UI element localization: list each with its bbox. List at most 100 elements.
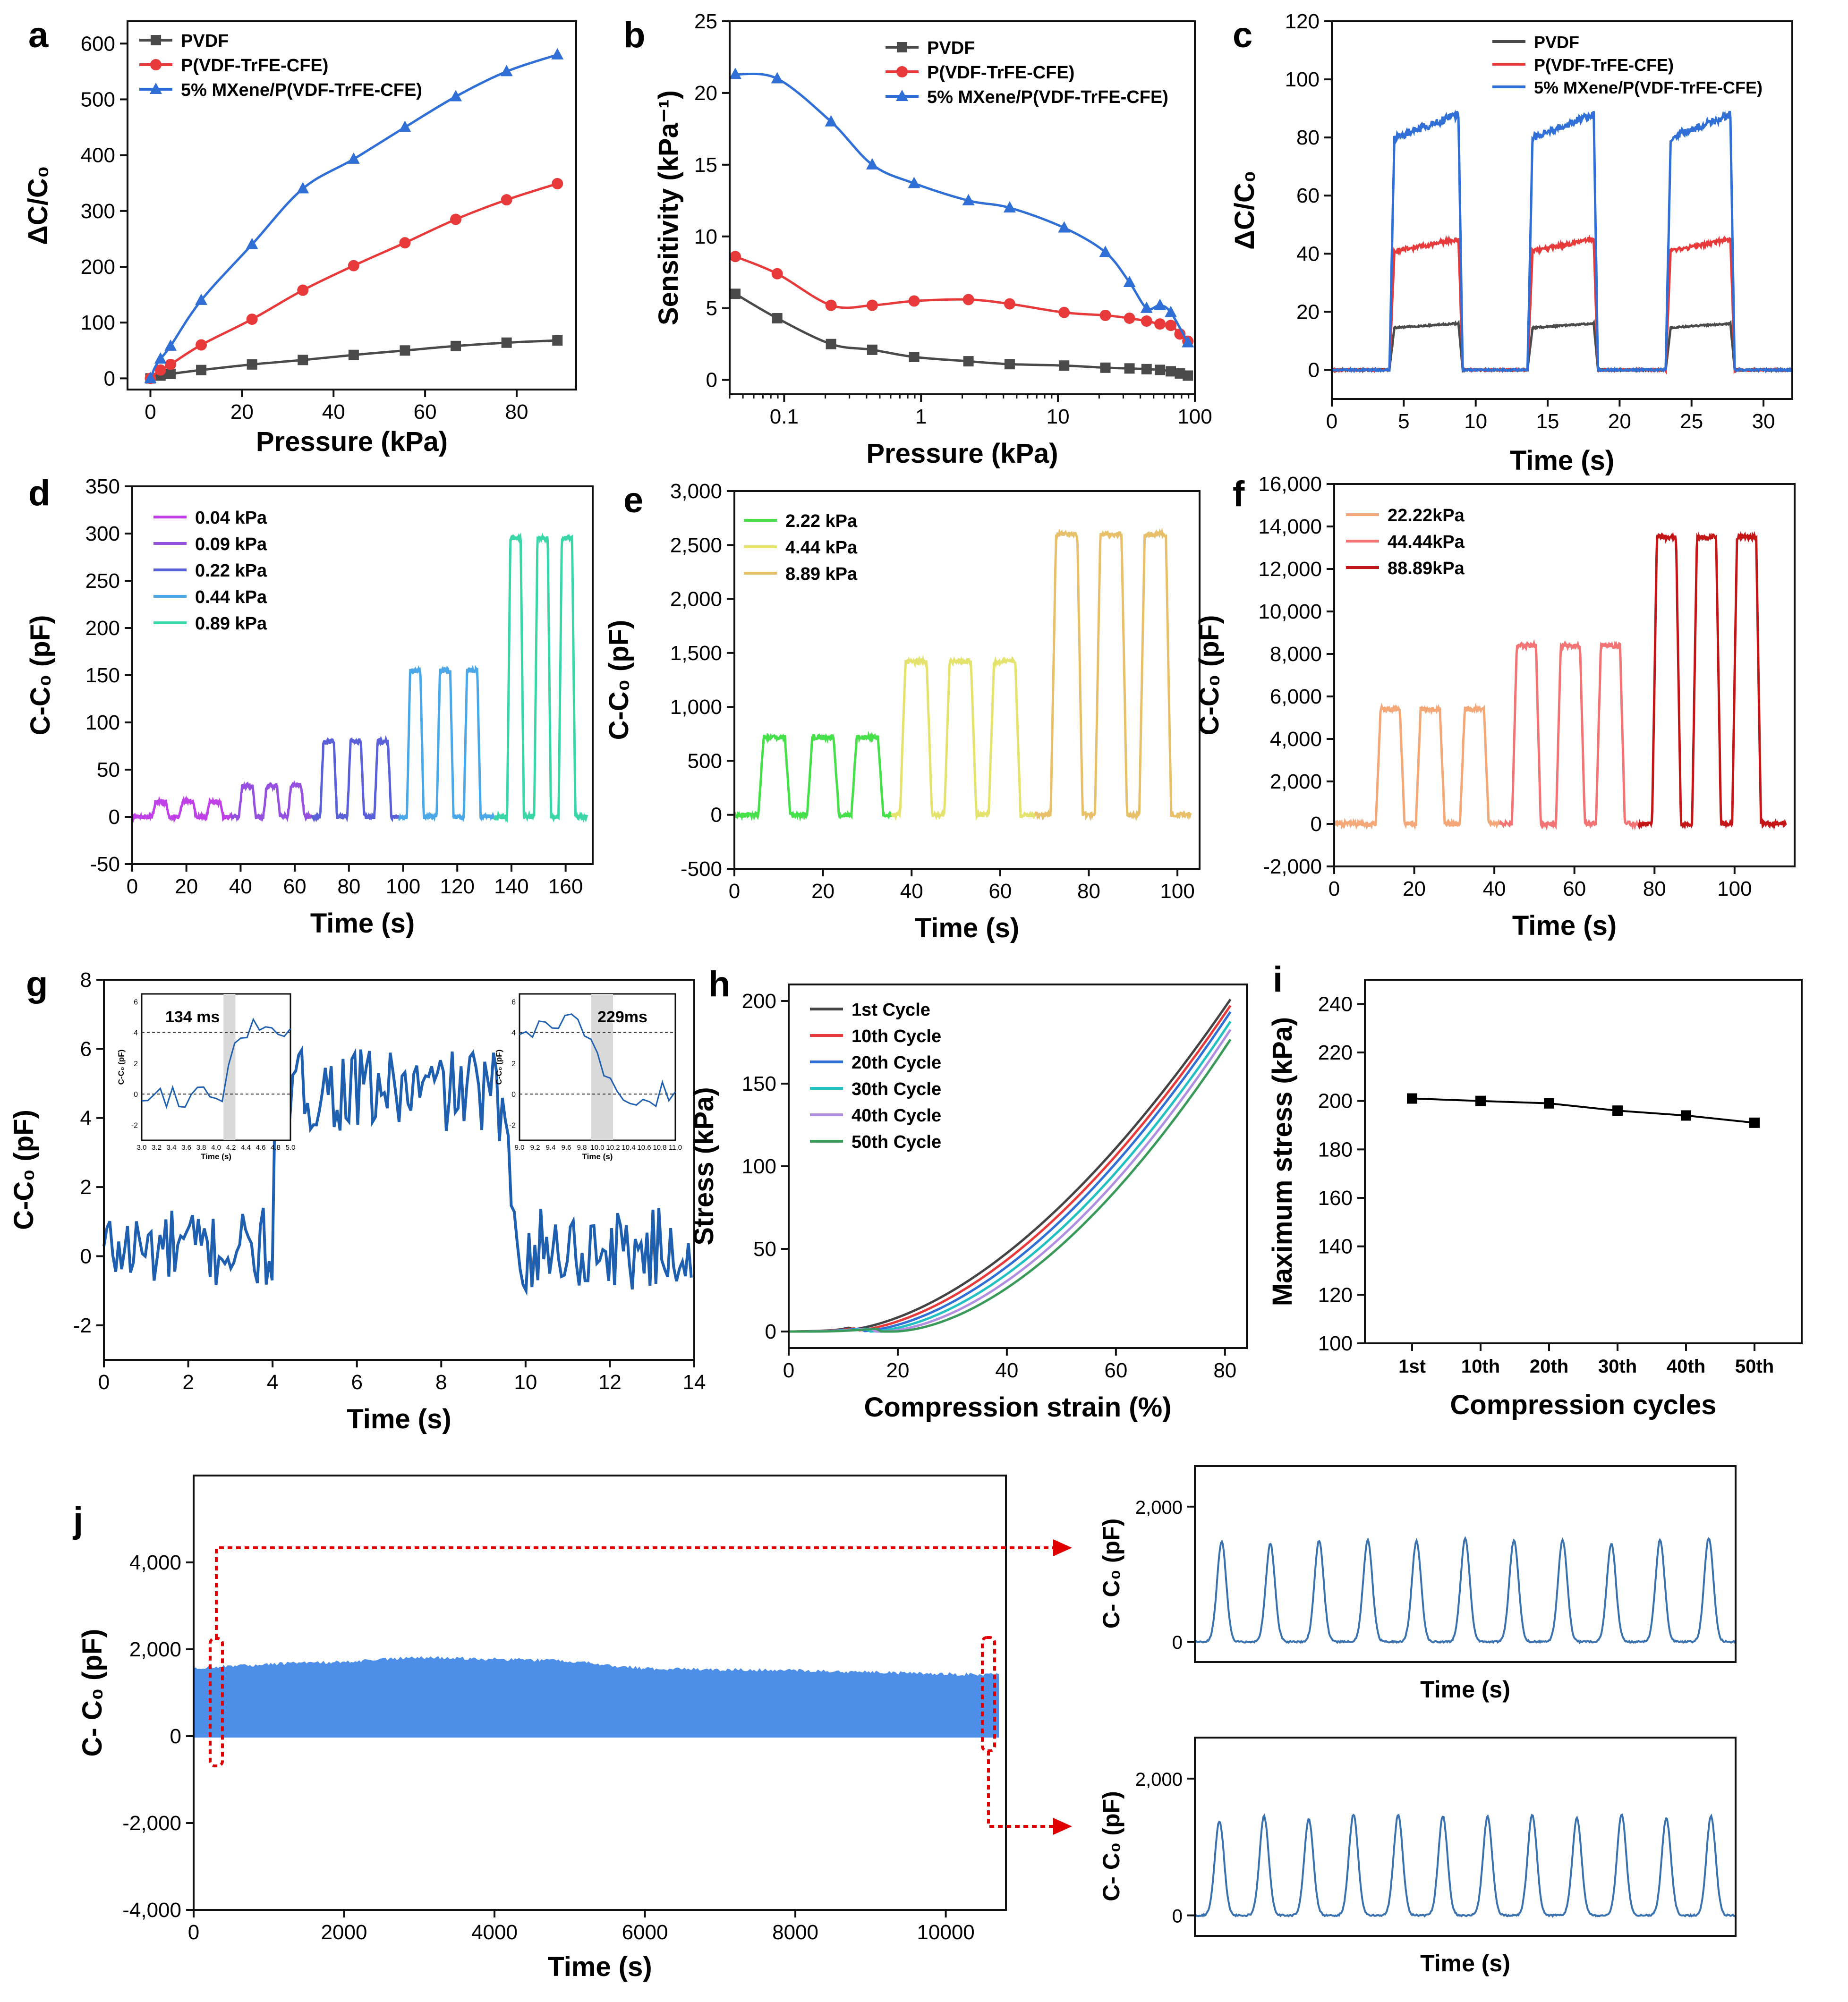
b-legend-marker: [897, 42, 907, 52]
f-series-line: [1637, 531, 1787, 831]
a-data-point: [399, 120, 411, 132]
i-xtick-label: 50th: [1735, 1356, 1774, 1377]
c-panel-label: c: [1233, 15, 1252, 55]
panel-j_bottom: 0 2,000 Time (s) C- C₀ (pF): [1098, 1737, 1737, 1977]
g-inset-xtick-label: 10.6: [637, 1144, 651, 1152]
j-xlabel: Time (s): [547, 1951, 652, 1982]
e-frame: [733, 490, 1201, 870]
f-ytick-label: 16,000: [1258, 473, 1322, 496]
f-xtick-label: 20: [1403, 877, 1426, 900]
e-legend-label: 4.44 kPa: [785, 538, 858, 558]
a-data-point: [347, 152, 360, 164]
e-panel-label: e: [623, 480, 643, 520]
d-ylabel: C-C₀ (pF): [25, 615, 56, 736]
j_bottom-ylabel: C- C₀ (pF): [1098, 1791, 1124, 1901]
a-xtick-label: 20: [230, 400, 254, 424]
b-data-point: [1140, 301, 1153, 313]
g-inset-xtick-label: 4.4: [241, 1144, 251, 1152]
a-data-point: [348, 260, 359, 271]
c-xtick-label: 15: [1536, 410, 1559, 433]
g-ylabel: C-C₀ (pF): [9, 1110, 39, 1230]
j-ytick-label: 0: [170, 1725, 181, 1748]
g-ytick-label: 2: [80, 1176, 92, 1199]
i-xtick-label: 20th: [1530, 1356, 1568, 1377]
i-data-point: [1407, 1093, 1417, 1104]
c-xtick-label: 25: [1680, 410, 1703, 433]
g-inset-ytick-label: 2: [511, 1060, 516, 1068]
b-data-point: [1155, 365, 1166, 375]
b-ytick-label: 10: [694, 225, 717, 248]
g-inset-xtick-label: 4.0: [211, 1144, 221, 1152]
b-data-point: [730, 288, 741, 299]
b-data-point: [908, 295, 920, 307]
h-xtick-label: 20: [886, 1359, 909, 1382]
g-series-line: [102, 1045, 693, 1296]
panel-g: 0 2 4 6 8 10 12 14 -2 0 2 4 6 8 Time (s) C-C₀ (pF) g 134 …: [9, 964, 706, 1434]
b-data-point: [866, 299, 878, 311]
j-ylabel: C- C₀ (pF): [77, 1629, 108, 1757]
panel-e: 0 20 40 60 80 100 -500 0 500 1,000 1,500 2,000 2,500…: [604, 480, 1201, 943]
f-ylabel: C-C₀ (pF): [1194, 615, 1225, 736]
b-data-point: [1004, 359, 1015, 370]
i-ytick-label: 220: [1318, 1041, 1353, 1064]
f-xtick-label: 0: [1329, 877, 1340, 900]
i-data-point: [1475, 1095, 1486, 1106]
a-data-point: [399, 237, 411, 249]
a-data-point: [196, 365, 207, 375]
b-legend-marker: [896, 66, 908, 77]
i-series-line: [1412, 1097, 1755, 1124]
h-xtick-label: 60: [1104, 1359, 1127, 1382]
b-data-point: [1058, 306, 1070, 318]
b-data-point: [1123, 276, 1136, 287]
c-xlabel: Time (s): [1510, 445, 1614, 476]
b-legend-label: P(VDF-TrFE-CFE): [927, 63, 1074, 83]
b-data-point: [1058, 221, 1071, 233]
g-xtick-label: 10: [514, 1371, 537, 1394]
f-frame: [1333, 483, 1796, 867]
e-xtick-label: 0: [729, 880, 740, 903]
g-inset-xtick-label: 9.8: [577, 1144, 587, 1152]
c-ytick-label: 60: [1296, 184, 1320, 207]
d-series-line: [311, 735, 400, 823]
e-ytick-label: 3,000: [670, 480, 722, 503]
e-xtick-label: 40: [900, 880, 923, 903]
i-ytick-label: 200: [1318, 1090, 1353, 1113]
c-xtick-label: 0: [1326, 410, 1337, 433]
g-inset-ytick-label: 6: [511, 998, 516, 1006]
b-data-point: [1154, 298, 1167, 310]
d-xtick-label: 60: [283, 875, 307, 898]
i-ytick-label: 160: [1318, 1187, 1353, 1210]
d-xtick-label: 40: [229, 875, 252, 898]
b-ytick-label: 20: [694, 82, 717, 105]
e-xtick-label: 100: [1160, 880, 1194, 903]
a-legend-label: P(VDF-TrFE-CFE): [181, 56, 328, 76]
g-ytick-label: -2: [73, 1314, 92, 1337]
g-xtick-label: 4: [267, 1371, 278, 1394]
i-ytick-label: 120: [1318, 1283, 1353, 1306]
g-xtick-label: 6: [351, 1371, 362, 1394]
j-panel-label: j: [72, 1500, 83, 1540]
j_top-ylabel: C- C₀ (pF): [1098, 1518, 1124, 1629]
d-ytick-label: 200: [85, 617, 120, 640]
j-connector-bottom: [987, 1751, 1053, 1828]
panel-f: 0 20 40 60 80 100 -2,000 0 2,000 4,000 6,000 8,000 1…: [1194, 473, 1796, 941]
f-ytick-label: 2,000: [1270, 770, 1322, 793]
f-ytick-label: 10,000: [1258, 600, 1322, 623]
i-ylabel: Maximum stress (kPa): [1267, 1017, 1298, 1306]
panel-b: 0.1 1 10 100 0 5 10 15 20 25 Pressure (kPa) Sensiti…: [623, 10, 1212, 469]
a-data-point: [195, 293, 208, 305]
e-xtick-label: 20: [811, 880, 835, 903]
e-ytick-label: 2,500: [670, 534, 722, 557]
a-ytick-label: 400: [81, 144, 115, 167]
i-xtick-label: 40th: [1667, 1356, 1705, 1377]
b-data-point: [771, 268, 783, 280]
a-data-point: [551, 48, 564, 59]
g-inset-xlabel: Time (s): [582, 1152, 613, 1161]
d-xtick-label: 100: [386, 875, 420, 898]
j_bottom-signal-line: [1194, 1813, 1736, 1918]
b-data-point: [825, 299, 837, 311]
e-xlabel: Time (s): [915, 913, 1019, 943]
c-xtick-label: 10: [1464, 410, 1487, 433]
f-ytick-label: 14,000: [1258, 515, 1322, 538]
a-data-point: [247, 359, 257, 370]
